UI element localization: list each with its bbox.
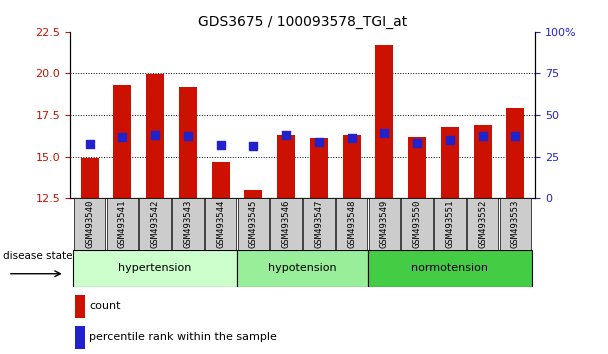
Text: normotension: normotension <box>412 263 488 273</box>
Bar <box>303 198 334 250</box>
Text: disease state: disease state <box>3 251 72 261</box>
Title: GDS3675 / 100093578_TGI_at: GDS3675 / 100093578_TGI_at <box>198 16 407 29</box>
Text: GSM493540: GSM493540 <box>85 200 94 248</box>
Point <box>85 141 94 147</box>
Text: GSM493549: GSM493549 <box>380 200 389 248</box>
Point <box>249 143 258 149</box>
Bar <box>271 198 302 250</box>
Point <box>216 142 226 148</box>
Bar <box>81 158 98 198</box>
Text: GSM493548: GSM493548 <box>347 200 356 248</box>
Bar <box>474 125 492 198</box>
Text: hypertension: hypertension <box>119 263 192 273</box>
Point <box>183 133 193 139</box>
Bar <box>506 108 524 198</box>
Bar <box>205 198 237 250</box>
Point <box>347 135 356 140</box>
Bar <box>106 198 138 250</box>
Bar <box>441 127 459 198</box>
Point <box>511 133 520 139</box>
Bar <box>238 198 269 250</box>
Point <box>117 134 127 139</box>
Bar <box>113 85 131 198</box>
Bar <box>368 198 400 250</box>
Text: GSM493553: GSM493553 <box>511 200 520 248</box>
Bar <box>467 198 499 250</box>
Bar <box>336 198 367 250</box>
Text: GSM493550: GSM493550 <box>413 200 421 248</box>
Point <box>314 139 323 144</box>
Bar <box>342 135 361 198</box>
Bar <box>75 326 85 349</box>
Bar <box>139 198 171 250</box>
Text: GSM493544: GSM493544 <box>216 200 225 248</box>
Bar <box>310 138 328 198</box>
Bar <box>368 250 532 287</box>
Text: GSM493547: GSM493547 <box>314 200 323 248</box>
Point <box>478 133 488 139</box>
Point <box>412 140 422 145</box>
Point <box>445 137 455 143</box>
Point <box>282 132 291 138</box>
Bar <box>75 295 85 318</box>
Bar <box>172 198 204 250</box>
Bar <box>408 137 426 198</box>
Text: percentile rank within the sample: percentile rank within the sample <box>89 332 277 342</box>
Text: GSM493543: GSM493543 <box>184 200 192 248</box>
Bar <box>401 198 433 250</box>
Text: GSM493542: GSM493542 <box>151 200 159 248</box>
Bar <box>179 87 197 198</box>
Text: hypotension: hypotension <box>268 263 337 273</box>
Point <box>379 131 389 136</box>
Text: GSM493552: GSM493552 <box>478 200 487 248</box>
Text: GSM493541: GSM493541 <box>118 200 127 248</box>
Bar <box>237 250 368 287</box>
Text: GSM493545: GSM493545 <box>249 200 258 248</box>
Bar <box>146 74 164 198</box>
Text: GSM493546: GSM493546 <box>282 200 291 248</box>
Bar <box>500 198 531 250</box>
Point <box>150 132 160 138</box>
Bar <box>212 162 230 198</box>
Bar <box>434 198 466 250</box>
Text: GSM493551: GSM493551 <box>446 200 454 248</box>
Bar <box>74 198 105 250</box>
Bar <box>375 45 393 198</box>
Bar <box>73 250 237 287</box>
Bar <box>244 190 263 198</box>
Text: count: count <box>89 301 121 311</box>
Bar <box>277 135 295 198</box>
